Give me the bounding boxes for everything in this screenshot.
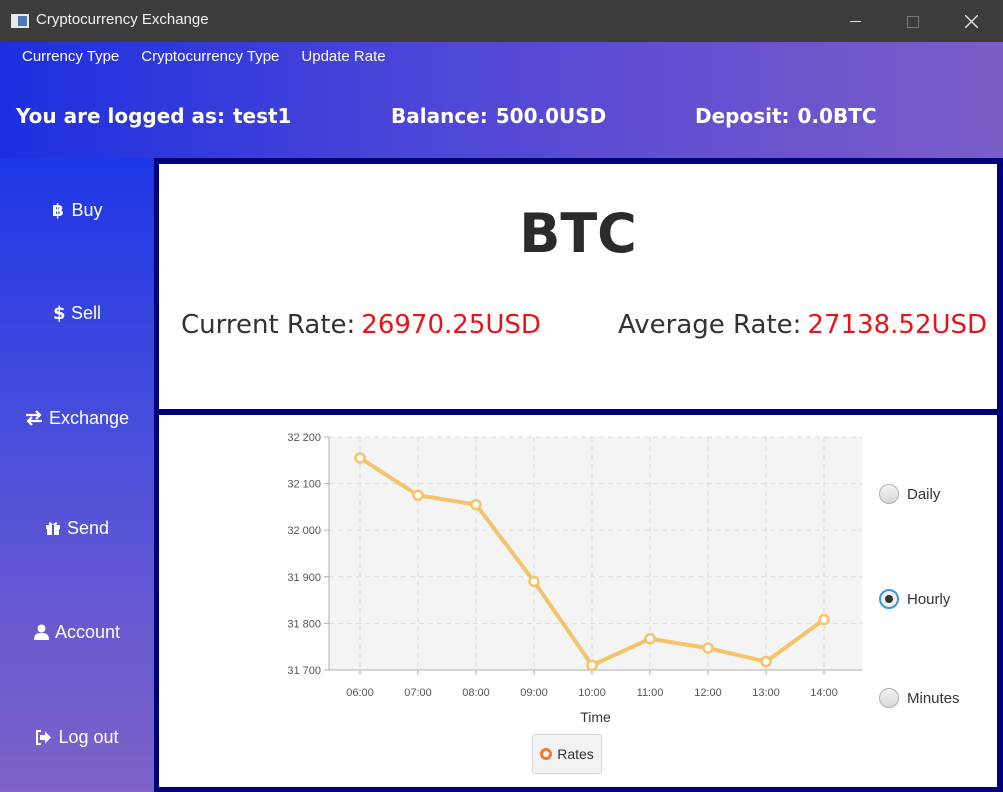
y-tick-label: 31 800 (287, 618, 321, 630)
exchange-arrows-icon (25, 410, 43, 426)
balance-value: 500.0USD (495, 104, 607, 128)
sidebar-item-account[interactable]: Account (0, 612, 154, 652)
menu-update-rate[interactable]: Update Rate (301, 48, 386, 65)
data-point (818, 613, 830, 626)
sidebar-item-exchange[interactable]: Exchange (0, 398, 154, 438)
dollar-icon: $ (53, 303, 65, 323)
data-point (470, 498, 482, 511)
y-tick-label: 32 000 (287, 525, 321, 537)
sidebar-item-label: Send (66, 517, 110, 538)
x-tick-label: 12:00 (694, 687, 722, 699)
data-point (644, 633, 656, 645)
sidebar-item-label: Buy (71, 199, 103, 220)
header-bar: Currency Type Cryptocurrency Type Update… (0, 42, 1003, 158)
app-icon (11, 14, 29, 28)
data-point (412, 489, 424, 501)
x-tick-label: 08:00 (462, 687, 490, 699)
current-rate-value: 26970.25USD (361, 310, 541, 340)
period-radio-daily[interactable]: Daily (879, 484, 940, 504)
window-titlebar: Cryptocurrency Exchange (0, 0, 1003, 42)
average-rate: Average Rate: 27138.52USD (618, 310, 987, 340)
deposit-info: Deposit: 0.0BTC (695, 104, 877, 128)
radio-label: Minutes (907, 689, 960, 707)
radio-label: Daily (907, 485, 941, 503)
sidebar-item-buy[interactable]: ฿ Buy (0, 190, 154, 230)
radio-dot (879, 688, 899, 708)
x-tick-label: 06:00 (346, 687, 374, 699)
close-icon (965, 15, 978, 28)
menu-cryptocurrency-type[interactable]: Cryptocurrency Type (141, 48, 280, 65)
minimize-button[interactable] (827, 0, 883, 42)
radio-dot (879, 484, 899, 504)
logged-user-info: You are logged as: test1 (16, 104, 291, 128)
y-tick-label: 32 200 (287, 432, 321, 444)
sidebar: ฿ Buy $ Sell Exchange Send (0, 158, 154, 792)
close-button[interactable] (943, 0, 999, 42)
y-tick-label: 31 900 (287, 572, 321, 584)
period-radio-minutes[interactable]: Minutes (879, 688, 960, 708)
gift-icon (45, 520, 61, 536)
sidebar-item-label: Sell (70, 302, 101, 323)
x-tick-label: 13:00 (752, 687, 780, 699)
user-value: test1 (232, 104, 292, 128)
svg-text:฿: ฿ (52, 201, 64, 219)
average-rate-value: 27138.52USD (807, 310, 988, 340)
x-tick-label: 07:00 (404, 687, 432, 699)
sign-out-icon (35, 729, 52, 745)
data-point (702, 642, 714, 654)
data-point (528, 575, 540, 588)
legend-label: Rates (557, 746, 594, 762)
maximize-button[interactable] (884, 0, 940, 42)
rate-chart: 31 700 31 800 31 900 32 000 32 100 32 200 06:0… (287, 432, 862, 725)
radio-label: Hourly (907, 590, 951, 608)
deposit-label: Deposit: (695, 104, 790, 128)
sidebar-item-label: Account (54, 621, 121, 642)
menu-bar: Currency Type Cryptocurrency Type Update… (11, 48, 397, 74)
coin-symbol: BTC (519, 202, 637, 265)
svg-text:$: $ (53, 303, 65, 323)
radio-dot (879, 589, 899, 609)
chart-legend: Rates (532, 734, 602, 774)
x-tick-label: 11:00 (637, 687, 664, 699)
user-icon (33, 624, 49, 640)
chart-panel: 31 700 31 800 31 900 32 000 32 100 32 200 06:0… (159, 415, 997, 787)
window-title: Cryptocurrency Exchange (36, 11, 209, 28)
x-tick-label: 14:00 (810, 687, 838, 699)
user-label: You are logged as: (16, 104, 225, 128)
data-point (760, 655, 772, 668)
current-rate-label: Current Rate: (181, 310, 356, 340)
sidebar-item-logout[interactable]: Log out (0, 717, 154, 757)
data-point (586, 659, 598, 672)
deposit-value: 0.0BTC (797, 104, 877, 128)
balance-label: Balance: (391, 104, 488, 128)
balance-info: Balance: 500.0USD (391, 104, 606, 128)
y-tick-label: 32 100 (287, 479, 321, 491)
legend-marker-icon (540, 748, 553, 760)
sidebar-item-sell[interactable]: $ Sell (0, 293, 154, 333)
menu-currency-type[interactable]: Currency Type (22, 48, 120, 65)
x-axis-label: Time (580, 709, 611, 725)
data-point (354, 452, 366, 464)
plot-background (329, 437, 862, 670)
sidebar-item-send[interactable]: Send (0, 508, 154, 548)
sidebar-item-label: Exchange (48, 407, 130, 428)
period-radio-hourly[interactable]: Hourly (879, 589, 950, 609)
y-tick-label: 31 700 (287, 665, 321, 677)
current-rate: Current Rate: 26970.25USD (181, 310, 541, 340)
x-tick-label: 10:00 (578, 687, 606, 699)
average-rate-label: Average Rate: (618, 310, 802, 340)
bitcoin-icon: ฿ (51, 201, 65, 219)
x-tick-label: 09:00 (520, 687, 548, 699)
coin-info-panel: BTC Current Rate: 26970.25USD Average Rat… (159, 164, 997, 409)
sidebar-item-label: Log out (58, 726, 119, 747)
